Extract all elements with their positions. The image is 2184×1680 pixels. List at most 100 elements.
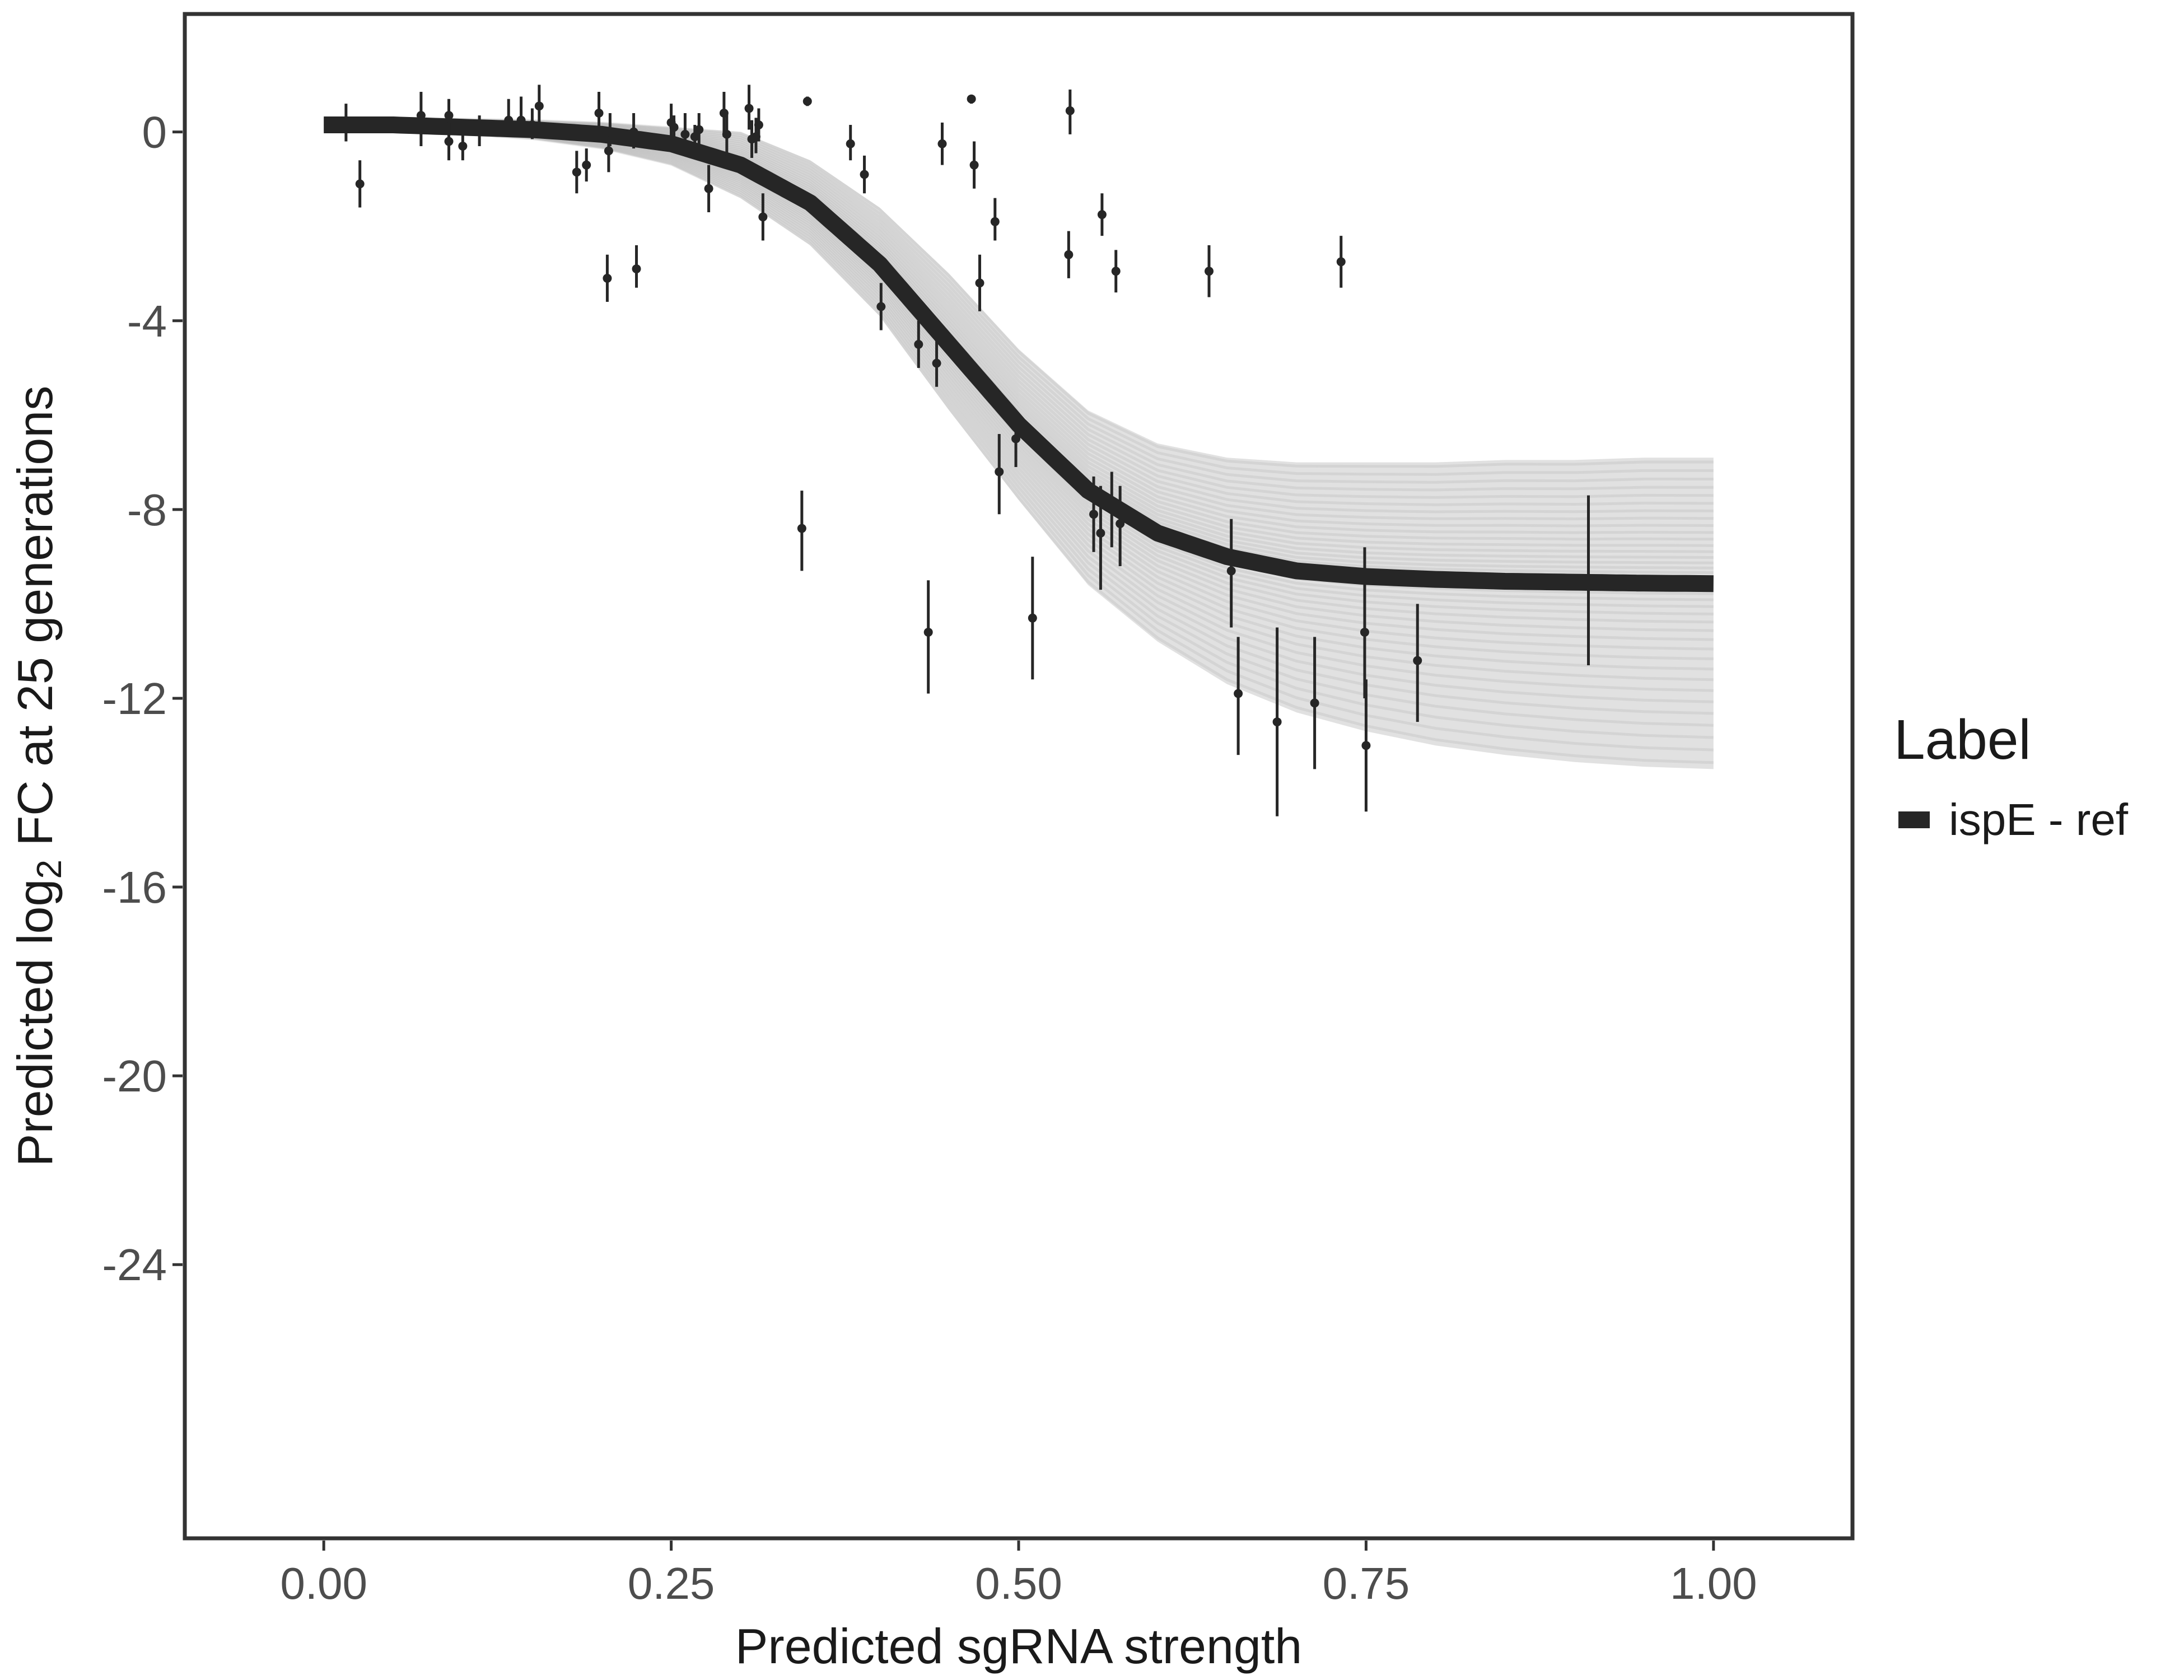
- legend-label-ispe-ref: ispE - ref: [1949, 795, 2129, 844]
- point-marker: [1360, 627, 1369, 637]
- point-marker: [1584, 576, 1593, 585]
- data-point: [802, 96, 812, 106]
- posterior-sample-line: [324, 129, 1714, 752]
- data-point: [876, 283, 886, 330]
- point-marker: [967, 94, 976, 104]
- point-marker: [975, 278, 984, 288]
- point-marker: [534, 101, 544, 111]
- data-point: [629, 113, 638, 149]
- data-point: [990, 198, 1000, 241]
- data-point: [1310, 637, 1319, 769]
- point-marker: [923, 627, 933, 637]
- point-marker: [669, 123, 679, 132]
- data-point: [1116, 486, 1125, 566]
- y-tick-label: 0: [142, 108, 167, 157]
- data-point: [744, 85, 754, 130]
- point-marker: [355, 179, 365, 189]
- point-marker: [603, 273, 612, 283]
- data-point: [603, 254, 612, 302]
- x-tick-label: 0.00: [280, 1558, 367, 1608]
- posterior-sample-line: [324, 130, 1714, 764]
- point-marker: [1096, 528, 1105, 538]
- x-axis: 0.00 0.25 0.50 0.75 1.00: [280, 1541, 1757, 1608]
- x-tick-label: 0.75: [1323, 1558, 1410, 1608]
- data-point: [722, 113, 731, 156]
- point-marker: [1097, 210, 1107, 220]
- point-marker: [876, 302, 886, 311]
- data-point: [975, 254, 984, 311]
- point-marker: [1065, 106, 1075, 115]
- point-marker: [341, 118, 351, 127]
- point-marker: [1413, 656, 1422, 665]
- point-marker: [722, 129, 731, 139]
- point-marker: [444, 137, 454, 146]
- data-point: [694, 113, 704, 149]
- point-marker: [516, 115, 526, 125]
- point-marker: [846, 139, 855, 148]
- y-tick-label: -24: [102, 1240, 167, 1290]
- data-point: [534, 85, 544, 128]
- y-tick-label: -4: [127, 296, 167, 346]
- point-marker: [1089, 510, 1099, 519]
- point-marker: [758, 212, 768, 222]
- y-tick-label: -16: [102, 862, 167, 912]
- data-point: [1360, 547, 1369, 698]
- data-point: [355, 160, 365, 208]
- point-marker: [444, 111, 454, 120]
- data-point: [594, 92, 604, 137]
- data-point: [754, 108, 763, 142]
- point-marker: [690, 132, 699, 142]
- data-point: [504, 99, 514, 137]
- y-axis-title-subscript: 2: [30, 860, 69, 879]
- data-point: [444, 122, 454, 161]
- data-point: [1413, 604, 1422, 722]
- data-point: [1065, 89, 1075, 134]
- data-point: [1011, 410, 1021, 468]
- point-marker: [504, 115, 514, 125]
- y-axis-title-prefix: Predicted log: [7, 879, 63, 1167]
- data-point: [416, 92, 426, 146]
- point-marker: [694, 125, 704, 134]
- point-marker: [914, 339, 923, 349]
- data-point: [1361, 679, 1371, 812]
- point-marker: [1111, 267, 1121, 276]
- point-marker: [860, 170, 869, 179]
- x-tick-label: 1.00: [1670, 1558, 1757, 1608]
- posterior-sample-line: [324, 129, 1714, 739]
- plot-panel-border: [183, 12, 1855, 1541]
- point-marker: [1234, 689, 1243, 698]
- data-point: [937, 122, 947, 165]
- posterior-sample-line: [324, 116, 1714, 468]
- data-point: [1096, 486, 1105, 590]
- point-marker: [744, 104, 754, 113]
- posterior-sample-line: [324, 129, 1714, 727]
- point-marker: [754, 120, 763, 130]
- point-marker: [458, 141, 468, 151]
- point-marker: [797, 524, 806, 533]
- point-marker: [990, 217, 1000, 226]
- point-marker: [1064, 250, 1074, 259]
- point-marker: [582, 160, 591, 170]
- data-point: [846, 125, 855, 161]
- data-point: [1234, 637, 1243, 755]
- point-marker: [572, 167, 581, 177]
- point-marker: [1336, 257, 1346, 267]
- y-axis-title-suffix: FC at 25 generations: [7, 386, 63, 860]
- data-point: [458, 129, 468, 161]
- data-point: [1111, 250, 1121, 293]
- data-point: [1107, 472, 1117, 548]
- data-point: [860, 155, 869, 194]
- point-marker: [1028, 613, 1037, 623]
- data-point: [1097, 193, 1107, 236]
- data-point: [914, 320, 923, 368]
- legend: Label ispE - ref: [1894, 708, 2129, 844]
- data-point: [669, 115, 679, 142]
- x-tick-label: 0.50: [975, 1558, 1062, 1608]
- point-marker: [605, 127, 615, 137]
- fit-curve-ispe-ref: [322, 116, 1715, 592]
- point-marker: [704, 184, 713, 193]
- point-marker: [680, 129, 690, 139]
- point-marker: [1272, 717, 1282, 727]
- point-marker: [932, 358, 941, 368]
- data-point: [475, 115, 484, 146]
